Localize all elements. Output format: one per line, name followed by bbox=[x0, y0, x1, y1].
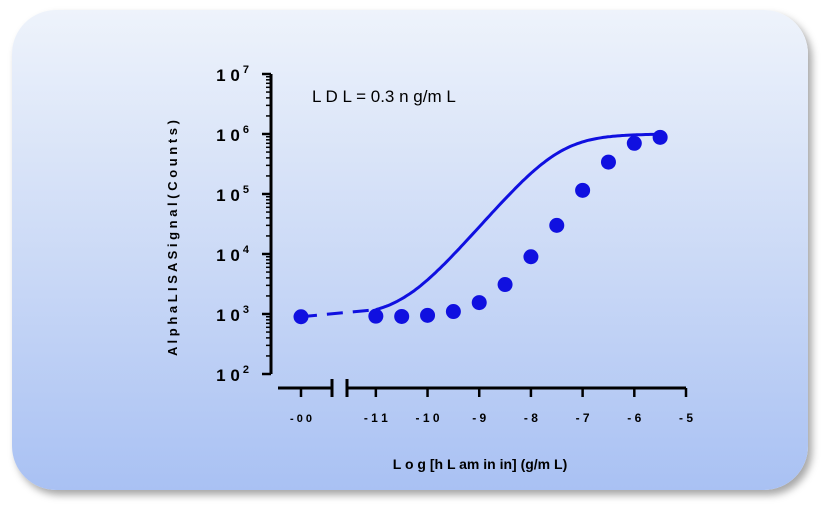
data-point bbox=[420, 307, 436, 323]
x-tick-label: - 1 1 bbox=[364, 411, 388, 425]
x-tick-label: - 1 0 bbox=[416, 411, 440, 425]
data-point-zero bbox=[293, 309, 309, 325]
y-tick-label: 1 0 2 bbox=[216, 364, 249, 385]
data-point bbox=[368, 308, 384, 324]
data-point bbox=[445, 304, 461, 320]
x-tick-label: - 6 bbox=[627, 411, 641, 425]
points-layer bbox=[293, 129, 668, 325]
data-point bbox=[549, 217, 565, 233]
fit-curve bbox=[375, 132, 661, 312]
data-point bbox=[575, 182, 591, 198]
data-point bbox=[394, 308, 410, 324]
axes: 1 0 2 1 0 3 1 0 4 1 0 5 1 0 6 1 0 7 - 0 0 - 1 1… bbox=[216, 64, 693, 425]
chart-svg: 1 0 2 1 0 3 1 0 4 1 0 5 1 0 6 1 0 7 - 0 0 - 1 1… bbox=[165, 64, 693, 472]
data-point bbox=[600, 154, 616, 170]
data-point bbox=[471, 295, 487, 311]
x-tick-label: - 8 bbox=[524, 411, 538, 425]
y-tick-label: 1 0 4 bbox=[216, 244, 250, 265]
y-tick-label: 1 0 5 bbox=[216, 184, 249, 205]
data-point bbox=[523, 249, 539, 265]
y-tick-label: 1 0 6 bbox=[216, 124, 249, 145]
x-zero-tick-label: - 0 0 bbox=[290, 413, 312, 425]
y-axis-label: A l p h a L I S A S i g n a l ( C o u n … bbox=[165, 120, 180, 356]
data-point bbox=[497, 277, 513, 293]
ldl-annotation: L D L = 0.3 n g/m L bbox=[312, 87, 456, 106]
data-point bbox=[626, 135, 642, 151]
zero-connector-dashed bbox=[300, 308, 376, 319]
fit-layer bbox=[300, 132, 661, 319]
x-tick-label: - 9 bbox=[472, 411, 486, 425]
data-point bbox=[652, 129, 668, 145]
x-axis-label: L o g [h L am in in] (g/m L) bbox=[393, 456, 567, 472]
chart-card: 1 0 2 1 0 3 1 0 4 1 0 5 1 0 6 1 0 7 - 0 0 - 1 1… bbox=[12, 10, 808, 490]
y-tick-label: 1 0 7 bbox=[216, 64, 249, 85]
x-tick-label: - 5 bbox=[679, 411, 693, 425]
x-tick-label: - 7 bbox=[576, 411, 590, 425]
y-tick-label: 1 0 3 bbox=[216, 304, 249, 325]
